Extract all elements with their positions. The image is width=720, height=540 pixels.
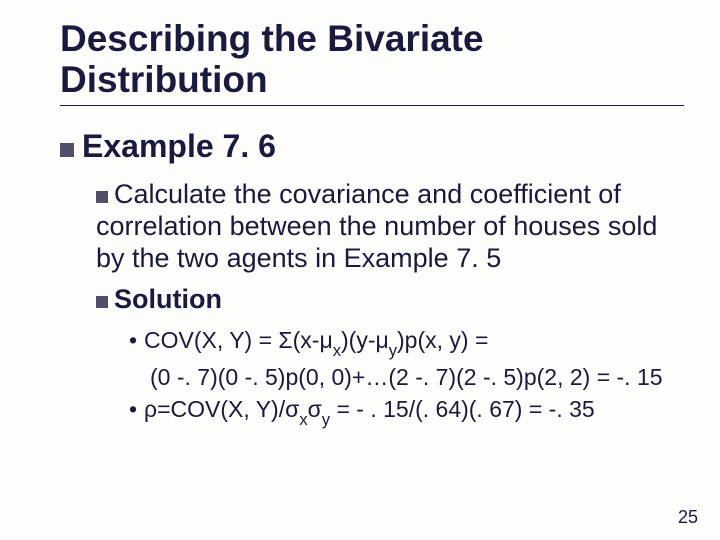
- sub-x: x: [299, 410, 307, 429]
- covariance-expansion: (0 -. 7)(0 -. 5)p(0, 0)+…(2 -. 7)(2 -. 5…: [126, 363, 684, 391]
- sub-x: x: [333, 341, 341, 360]
- rho-part3: = - . 15/(. 64)(. 67) = -. 35: [330, 396, 595, 422]
- correlation-formula: •ρ=COV(X, Y)/σxσy = - . 15/(. 64)(. 67) …: [126, 395, 684, 428]
- bullet-dot-icon: •: [126, 395, 140, 423]
- title-line-2: Distribution: [60, 59, 268, 100]
- calculate-item: Calculate the covariance and coefficient…: [96, 179, 684, 275]
- covariance-formula: •COV(X, Y) = Σ(x-μx)(y-μy)p(x, y) =: [126, 326, 684, 359]
- rho-part2: σ: [308, 396, 322, 422]
- solution-heading: Solution: [96, 284, 684, 316]
- cov-part2: )(y-μ: [341, 327, 389, 353]
- rho-part1: ρ=COV(X, Y)/σ: [144, 396, 299, 422]
- cov-part1: COV(X, Y) = Σ(x-μ: [144, 327, 333, 353]
- square-bullet-icon: [96, 296, 108, 308]
- bullet-dot-icon: •: [126, 326, 140, 354]
- sub-y: y: [389, 341, 397, 360]
- square-bullet-icon: [60, 143, 74, 157]
- square-bullet-icon: [96, 191, 108, 203]
- title-block: Describing the Bivariate Distribution: [60, 18, 684, 106]
- cov-line2: (0 -. 7)(0 -. 5)p(0, 0)+…(2 -. 7)(2 -. 5…: [150, 364, 663, 390]
- calculate-text: Calculate the covariance and coefficient…: [96, 179, 657, 273]
- level2-container: Calculate the covariance and coefficient…: [96, 179, 684, 428]
- example-heading: Example 7. 6: [60, 128, 684, 165]
- example-label: Example 7. 6: [82, 128, 276, 164]
- sub-y: y: [322, 410, 330, 429]
- solution-label: Solution: [114, 284, 222, 314]
- slide: Describing the Bivariate Distribution Ex…: [0, 0, 720, 540]
- slide-number: 25: [678, 507, 698, 528]
- level3-container: •COV(X, Y) = Σ(x-μx)(y-μy)p(x, y) = (0 -…: [126, 326, 684, 428]
- cov-part3: )p(x, y) =: [397, 327, 488, 353]
- title-line-1: Describing the Bivariate: [60, 18, 484, 59]
- slide-title: Describing the Bivariate Distribution: [60, 18, 684, 101]
